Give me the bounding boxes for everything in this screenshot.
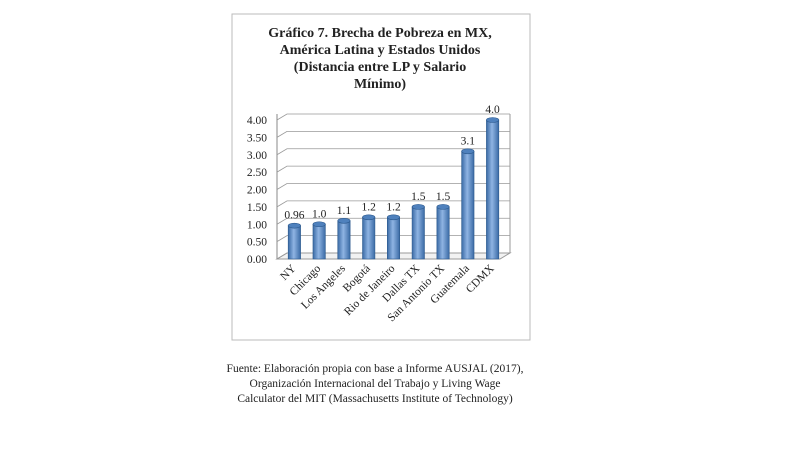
chart-title: (Distancia entre LP y Salario — [294, 60, 466, 75]
bar — [337, 220, 351, 260]
title-group: Gráfico 7. Brecha de Pobreza en MX, Améri… — [268, 26, 491, 92]
grid-line — [276, 217, 510, 225]
y-tick-label: 0.50 — [247, 237, 267, 249]
chart-title: Mínimo) — [354, 77, 406, 92]
data-label: 1.5 — [411, 191, 426, 203]
data-label: 1.0 — [312, 208, 327, 220]
y-tick-label: 3.00 — [247, 150, 267, 162]
bar — [362, 217, 376, 260]
data-label: 0.96 — [284, 210, 304, 222]
bar-top — [337, 217, 351, 224]
grid-line — [276, 183, 510, 190]
data-label: 3.1 — [461, 135, 476, 147]
grid-line — [276, 235, 510, 242]
source-group: Fuente: Elaboración propia con base a In… — [227, 363, 524, 405]
y-tick-label: 2.50 — [247, 167, 267, 179]
bar — [461, 150, 475, 260]
grid-line — [276, 252, 510, 260]
bar — [486, 119, 500, 260]
bar-top — [312, 221, 326, 228]
source-note: Organización Internacional del Trabajo y… — [250, 378, 501, 390]
bar-top — [287, 222, 301, 229]
bar-top — [411, 204, 425, 210]
bar — [411, 206, 425, 260]
grid-line — [276, 200, 510, 208]
y-tick-label: 3.50 — [247, 132, 267, 144]
data-label: 1.2 — [362, 201, 377, 213]
data-label: 1.1 — [337, 205, 352, 217]
source-note: Fuente: Elaboración propia con base a In… — [227, 363, 524, 375]
data-label: 1.5 — [436, 191, 451, 203]
chart-title: América Latina y Estados Unidos — [280, 43, 481, 58]
grid-line — [276, 148, 510, 156]
data-label: 4.0 — [485, 104, 500, 116]
y-tick-label: 0.00 — [247, 254, 267, 266]
y-tick-label: 2.00 — [247, 185, 267, 197]
chart-frame — [231, 13, 531, 341]
bar-top — [362, 214, 376, 221]
bar-top — [486, 117, 500, 123]
bar — [436, 206, 450, 260]
grid-line — [276, 165, 510, 173]
bar-top — [387, 214, 400, 221]
bar — [287, 225, 301, 260]
y-tick-label: 4.00 — [247, 115, 267, 127]
chart-title: Gráfico 7. Brecha de Pobreza en MX, — [268, 26, 491, 41]
bar-top — [436, 204, 450, 210]
source-note: Calculator del MIT (Massachusetts Instit… — [237, 393, 513, 405]
bar — [387, 217, 400, 260]
data-label: 1.2 — [386, 201, 401, 213]
grid-line — [276, 130, 510, 138]
bar — [312, 223, 326, 260]
y-tick-label: 1.50 — [247, 202, 267, 214]
bar-top — [461, 148, 475, 155]
grid-line — [276, 113, 510, 121]
y-tick-label: 1.00 — [247, 219, 267, 231]
